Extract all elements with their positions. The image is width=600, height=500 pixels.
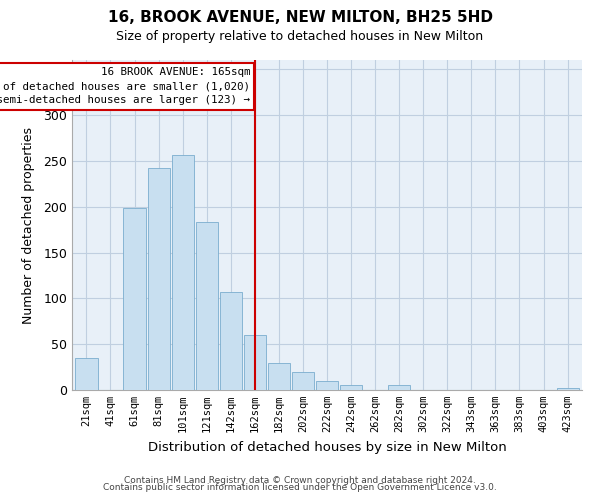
Bar: [316, 381, 338, 390]
Bar: [172, 156, 194, 390]
Text: 16 BROOK AVENUE: 165sqm
← 89% of detached houses are smaller (1,020)
11% of semi: 16 BROOK AVENUE: 165sqm ← 89% of detache…: [0, 68, 250, 106]
Bar: [148, 168, 170, 390]
Bar: [196, 222, 218, 390]
Bar: [388, 384, 410, 390]
X-axis label: Distribution of detached houses by size in New Milton: Distribution of detached houses by size …: [148, 440, 506, 454]
Text: Size of property relative to detached houses in New Milton: Size of property relative to detached ho…: [116, 30, 484, 43]
Text: Contains HM Land Registry data © Crown copyright and database right 2024.: Contains HM Land Registry data © Crown c…: [124, 476, 476, 485]
Bar: [244, 335, 266, 390]
Bar: [340, 386, 362, 390]
Bar: [292, 372, 314, 390]
Bar: [220, 292, 242, 390]
Text: Contains public sector information licensed under the Open Government Licence v3: Contains public sector information licen…: [103, 484, 497, 492]
Y-axis label: Number of detached properties: Number of detached properties: [22, 126, 35, 324]
Bar: [268, 362, 290, 390]
Bar: [76, 358, 98, 390]
Bar: [557, 388, 578, 390]
Bar: [124, 208, 146, 390]
Text: 16, BROOK AVENUE, NEW MILTON, BH25 5HD: 16, BROOK AVENUE, NEW MILTON, BH25 5HD: [107, 10, 493, 25]
